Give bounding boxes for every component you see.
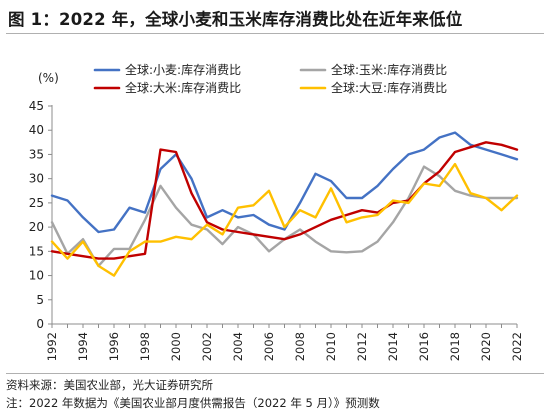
y-tick-label: 40 [29, 123, 44, 137]
x-tick-label: 2020 [479, 332, 493, 361]
x-tick-label: 2012 [355, 332, 369, 361]
series-line-2 [50, 165, 519, 268]
y-tick-label: 45 [29, 99, 44, 113]
y-tick-label: 30 [29, 172, 44, 186]
x-tick-label: 2010 [324, 332, 338, 361]
forecast-note: 注：2022 年数据为《美国农业部月度供需报告（2022 年 5 月）》预测数 [6, 396, 380, 410]
series-line-1 [50, 131, 519, 234]
y-tick-label: 5 [36, 293, 44, 307]
y-tick-label: 15 [29, 244, 44, 258]
legend-label: 全球:大豆:库存消费比 [331, 80, 447, 95]
source-note: 资料来源：美国农业部，光大证券研究所 [6, 378, 213, 392]
line-chart: (%) 0 5 10 15 20 25 30 35 40 45 1992 1994 1996 1998 200… [29, 62, 524, 361]
figure-title: 图 1：2022 年，全球小麦和玉米库存消费比处在近年来低位 [8, 10, 463, 29]
y-tick-label: 25 [29, 196, 44, 210]
legend-item-3: 全球:大米:库存消费比 [93, 80, 241, 95]
legend-item-4: 全球:大豆:库存消费比 [299, 80, 447, 95]
x-tick-label: 2014 [386, 332, 400, 361]
y-tick-label: 10 [29, 269, 44, 283]
x-tick-label: 2002 [200, 332, 214, 361]
x-tick-label: 2016 [417, 332, 431, 361]
legend-item-2: 全球:玉米:库存消费比 [299, 62, 447, 77]
notes-divider [6, 373, 544, 374]
x-tick-label: 2000 [169, 332, 183, 361]
y-tick-label: 0 [36, 317, 44, 331]
legend-item-1: 全球:小麦:库存消费比 [93, 62, 241, 77]
legend-label: 全球:玉米:库存消费比 [331, 62, 447, 77]
legend-label: 全球:大米:库存消费比 [125, 80, 241, 95]
x-tick-label: 1994 [76, 332, 90, 361]
x-tick-label: 2004 [231, 332, 245, 361]
x-tick-label: 2006 [262, 332, 276, 361]
notes-block: 资料来源：美国农业部，光大证券研究所 注：2022 年数据为《美国农业部月度供需… [6, 376, 380, 412]
y-tick-label: 35 [29, 147, 44, 161]
x-tick-label: 2008 [293, 332, 307, 361]
y-unit-label: (%) [38, 71, 59, 85]
series-line-4 [50, 162, 519, 277]
x-tick-label: 1992 [45, 332, 59, 361]
legend-label: 全球:小麦:库存消费比 [125, 62, 241, 77]
x-tick-label: 1998 [138, 332, 152, 361]
series-line-3 [50, 141, 519, 260]
x-tick-label: 1996 [107, 332, 121, 361]
x-tick-label: 2018 [448, 332, 462, 361]
x-tick-label: 2022 [510, 332, 524, 361]
title-divider [6, 33, 544, 34]
y-tick-label: 20 [29, 220, 44, 234]
